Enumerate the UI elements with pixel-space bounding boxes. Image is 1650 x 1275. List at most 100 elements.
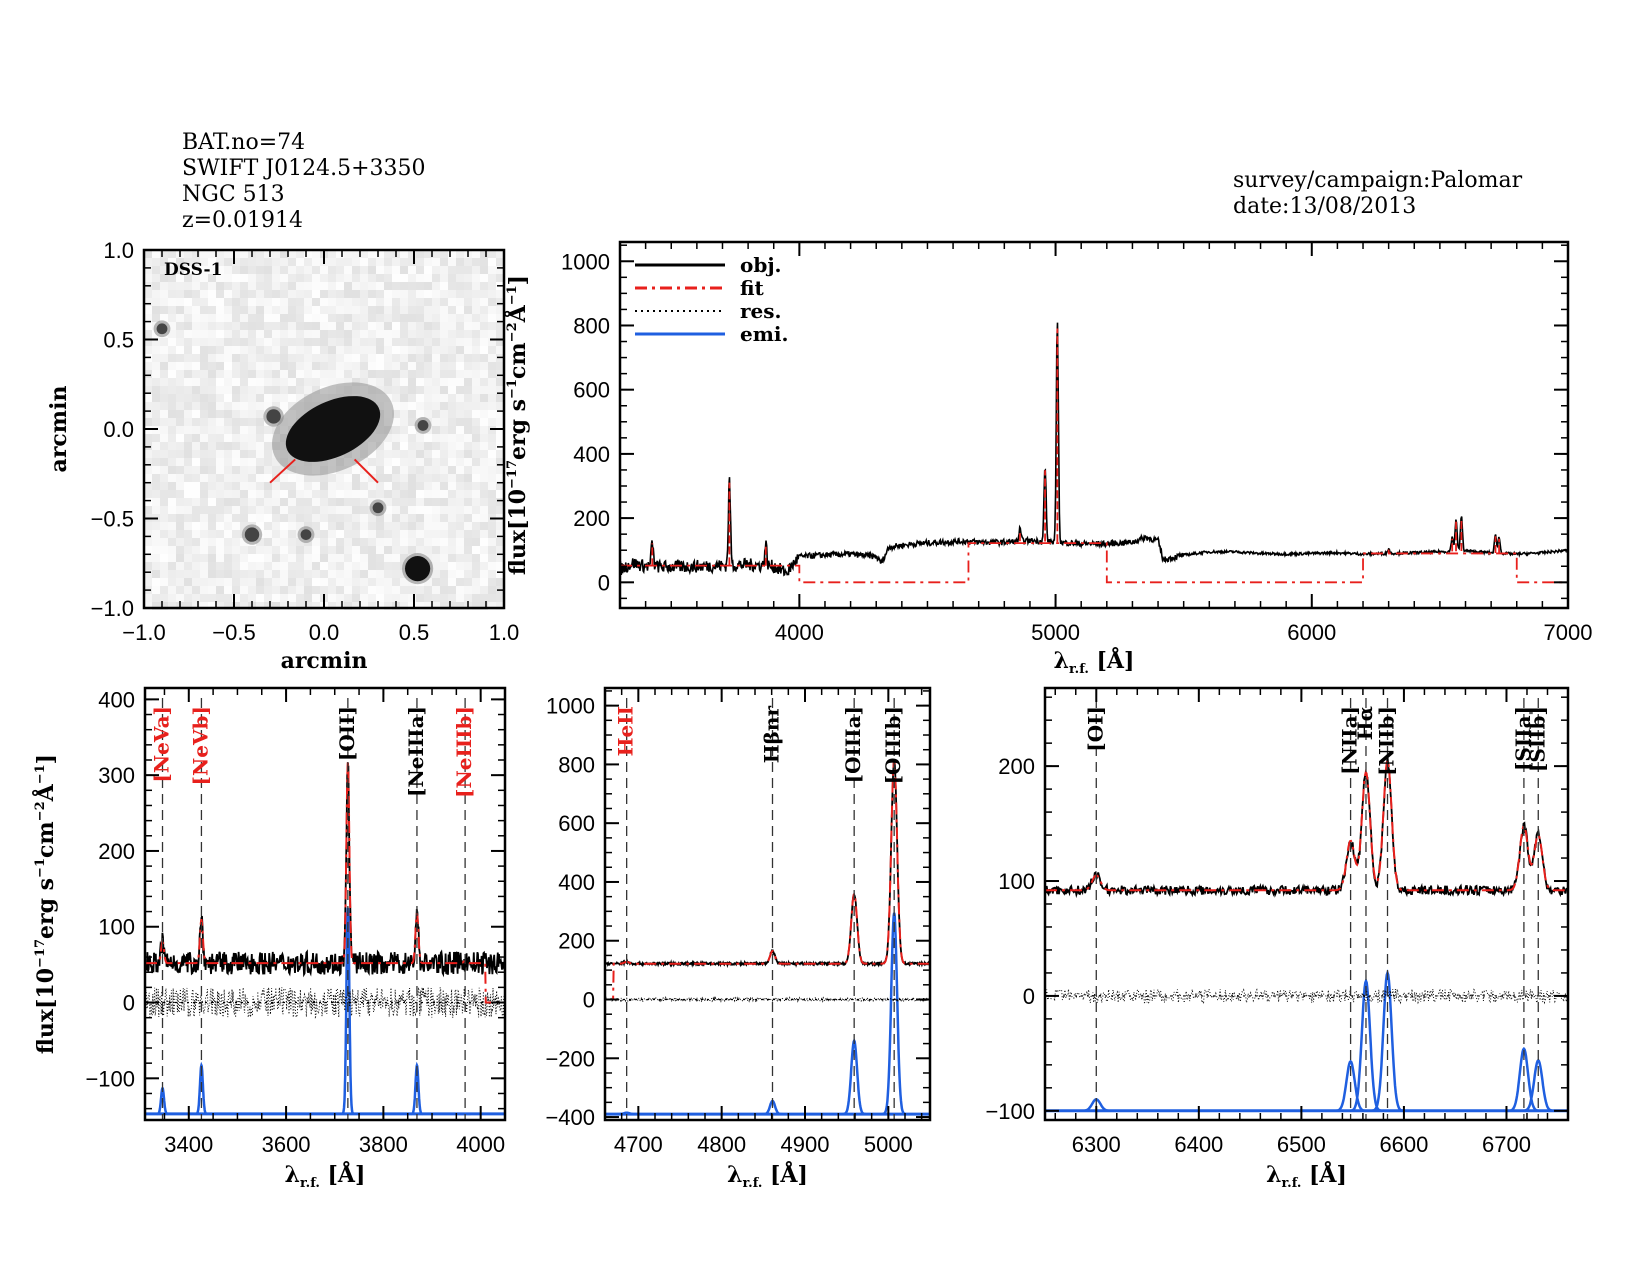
image-pixel [232,322,240,330]
image-pixel [336,554,344,562]
star [300,529,312,541]
image-pixel [152,450,160,458]
image-pixel [352,274,360,282]
image-pixel [208,442,216,450]
image-pixel [488,338,496,346]
image-pixel [480,266,488,274]
image-pixel [440,498,448,506]
image-pixel [472,586,480,594]
image-pixel [176,490,184,498]
image-pixel [488,346,496,354]
image-pixel [288,586,296,594]
image-pixel [424,586,432,594]
image-pixel [360,258,368,266]
image-pixel [168,378,176,386]
image-pixel [448,570,456,578]
image-pixel [272,498,280,506]
image-pixel [424,258,432,266]
image-pixel [488,258,496,266]
image-pixel [248,442,256,450]
image-pixel [256,258,264,266]
image-pixel [256,586,264,594]
image-pixel [384,466,392,474]
star [156,323,168,335]
image-pixel [392,538,400,546]
image-pixel [176,434,184,442]
image-pixel [296,570,304,578]
image-pixel [424,402,432,410]
image-pixel [280,578,288,586]
image-pixel [328,522,336,530]
emission-line-label: [NeVa] [150,706,174,783]
image-pixel [344,514,352,522]
fit-line [620,542,1568,584]
image-pixel [392,354,400,362]
image-pixel [424,266,432,274]
image-pixel [440,506,448,514]
image-pixel [376,266,384,274]
image-pixel [248,546,256,554]
image-pixel [312,562,320,570]
image-pixel [360,250,368,258]
image-pixel [280,554,288,562]
image-pixel [440,330,448,338]
image-pixel [312,322,320,330]
image-pixel [208,266,216,274]
image-pixel [224,298,232,306]
image-pixel [256,426,264,434]
image-pixel [496,522,504,530]
image-pixel [168,306,176,314]
x-tick-label: 3800 [359,1132,408,1157]
image-pixel [216,426,224,434]
image-pixel [448,362,456,370]
image-pixel [456,530,464,538]
image-pixel [480,602,488,610]
image-pixel [208,370,216,378]
image-pixel [336,250,344,258]
image-pixel [456,506,464,514]
image-pixel [392,402,400,410]
image-pixel [240,522,248,530]
image-pixel [296,522,304,530]
image-pixel [344,314,352,322]
image-pixel [160,578,168,586]
image-pixel [216,538,224,546]
image-pixel [184,514,192,522]
image-pixel [224,290,232,298]
image-pixel [168,418,176,426]
image-pixel [304,362,312,370]
image-pixel [144,306,152,314]
image-pixel [400,514,408,522]
image-pixel [312,474,320,482]
image-pixel [456,458,464,466]
image-pixel [240,330,248,338]
image-pixel [264,562,272,570]
image-pixel [432,418,440,426]
image-pixel [496,378,504,386]
image-pixel [288,602,296,610]
x-tick-label: 0.5 [399,620,430,645]
image-pixel [496,362,504,370]
image-pixel [320,490,328,498]
image-pixel [320,338,328,346]
image-pixel [256,338,264,346]
image-pixel [352,298,360,306]
image-pixel [248,562,256,570]
image-pixel [240,274,248,282]
image-pixel [464,386,472,394]
image-pixel [496,330,504,338]
image-pixel [392,290,400,298]
image-pixel [312,306,320,314]
fit-line [145,760,505,1004]
image-pixel [352,490,360,498]
image-pixel [240,266,248,274]
image-pixel [368,594,376,602]
image-pixel [184,522,192,530]
image-pixel [200,570,208,578]
image-pixel [312,538,320,546]
image-pixel [264,570,272,578]
image-pixel [304,594,312,602]
image-pixel [192,530,200,538]
image-pixel [432,434,440,442]
x-tick-label: 5000 [864,1132,913,1157]
